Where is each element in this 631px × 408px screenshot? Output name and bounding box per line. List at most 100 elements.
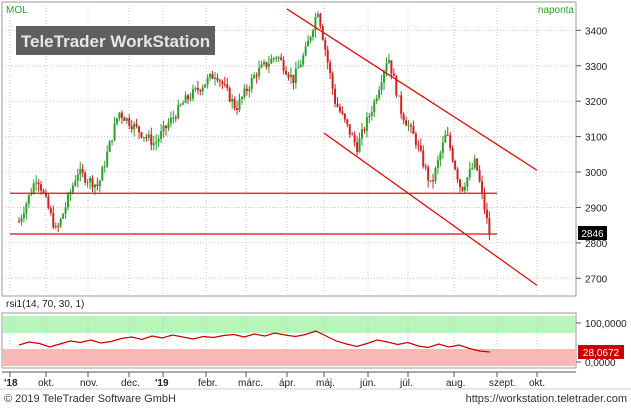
candle-down <box>42 190 45 193</box>
candle-up <box>316 13 319 17</box>
candle-down <box>265 62 268 67</box>
candle-down <box>356 142 359 153</box>
candle-up <box>238 99 241 111</box>
price-tick-label: 3200 <box>585 97 608 108</box>
candle-up <box>468 169 471 178</box>
footer-url[interactable]: https://workstation.teletrader.com <box>466 393 627 405</box>
candle-down <box>329 62 332 74</box>
candle-up <box>387 60 390 64</box>
rsi-overbought-band <box>3 316 575 333</box>
candle-up <box>27 194 30 204</box>
candle-down <box>49 208 52 213</box>
candle-up <box>103 166 106 168</box>
candle-down <box>319 13 322 27</box>
candle-up <box>309 36 312 41</box>
symbol-label: MOL <box>6 5 28 16</box>
candle-down <box>424 166 427 168</box>
candle-down <box>363 129 366 131</box>
candle-up <box>191 89 194 99</box>
candle-down <box>44 192 47 197</box>
candle-up <box>434 167 437 182</box>
candle-up <box>177 104 180 119</box>
candle-down <box>451 148 454 161</box>
x-tick-label: '19 <box>155 378 169 389</box>
rsi-last-text: 28,0672 <box>583 348 620 359</box>
candle-up <box>277 57 280 59</box>
x-tick-label: nov. <box>80 378 98 389</box>
candle-up <box>59 218 62 227</box>
candle-up <box>214 77 216 79</box>
candle-up <box>429 180 432 182</box>
candle-down <box>221 81 224 85</box>
candle-up <box>294 68 297 83</box>
candle-down <box>145 136 148 138</box>
candle-up <box>368 115 371 118</box>
candle-down <box>226 84 229 89</box>
candle-down <box>338 106 341 112</box>
x-tick-label: dec. <box>121 378 140 389</box>
candle-up <box>106 152 109 167</box>
candle-down <box>18 221 20 223</box>
candle-down <box>476 158 479 171</box>
candle-down <box>123 117 126 121</box>
x-tick-label: '18 <box>4 378 18 389</box>
candle-down <box>400 95 403 115</box>
candle-up <box>312 30 314 37</box>
candle-down <box>40 184 43 191</box>
candle-up <box>466 177 469 187</box>
candle-down <box>211 73 214 79</box>
candle-up <box>35 182 38 184</box>
candle-down <box>52 212 55 228</box>
candle-up <box>157 138 160 142</box>
candle-up <box>275 57 278 59</box>
watermark-text: TeleTrader WorkStation <box>21 32 210 51</box>
candle-up <box>248 88 251 92</box>
candle-down <box>287 74 290 78</box>
candle-up <box>375 98 378 102</box>
candle-up <box>108 141 111 153</box>
candle-up <box>250 78 253 89</box>
price-tick-label: 3300 <box>585 62 608 73</box>
candle-down <box>334 88 337 104</box>
candle-down <box>140 132 143 138</box>
candle-down <box>417 144 420 146</box>
candle-down <box>348 124 351 135</box>
candle-up <box>125 118 128 121</box>
candle-up <box>182 102 185 105</box>
candle-down <box>199 90 202 92</box>
candle-down <box>488 218 491 235</box>
trendline <box>286 8 538 171</box>
candle-up <box>179 104 182 106</box>
candle-up <box>25 203 28 214</box>
candle-up <box>67 194 69 208</box>
candle-up <box>444 134 447 143</box>
candle-up <box>101 167 104 181</box>
price-tick-label: 3100 <box>585 133 608 144</box>
candle-up <box>441 142 444 153</box>
candle-down <box>412 126 415 135</box>
candle-up <box>167 123 170 129</box>
candle-down <box>233 99 236 109</box>
x-tick-label: júl. <box>399 378 413 389</box>
candle-up <box>147 134 150 138</box>
candle-up <box>206 77 209 85</box>
candle-up <box>76 174 79 181</box>
candle-up <box>79 168 82 175</box>
candle-up <box>30 193 33 195</box>
candle-down <box>446 134 449 136</box>
candle-up <box>162 125 165 132</box>
candle-down <box>478 170 481 182</box>
candle-down <box>395 76 398 96</box>
candle-down <box>343 113 346 120</box>
candle-up <box>407 125 410 127</box>
candle-down <box>432 180 435 182</box>
candle-up <box>267 63 270 67</box>
candle-up <box>361 129 363 139</box>
last-price-text: 2846 <box>581 229 604 240</box>
candle-up <box>240 96 243 100</box>
candle-up <box>473 158 476 168</box>
candle-up <box>383 71 386 83</box>
candle-up <box>270 58 273 64</box>
candle-up <box>263 62 265 65</box>
